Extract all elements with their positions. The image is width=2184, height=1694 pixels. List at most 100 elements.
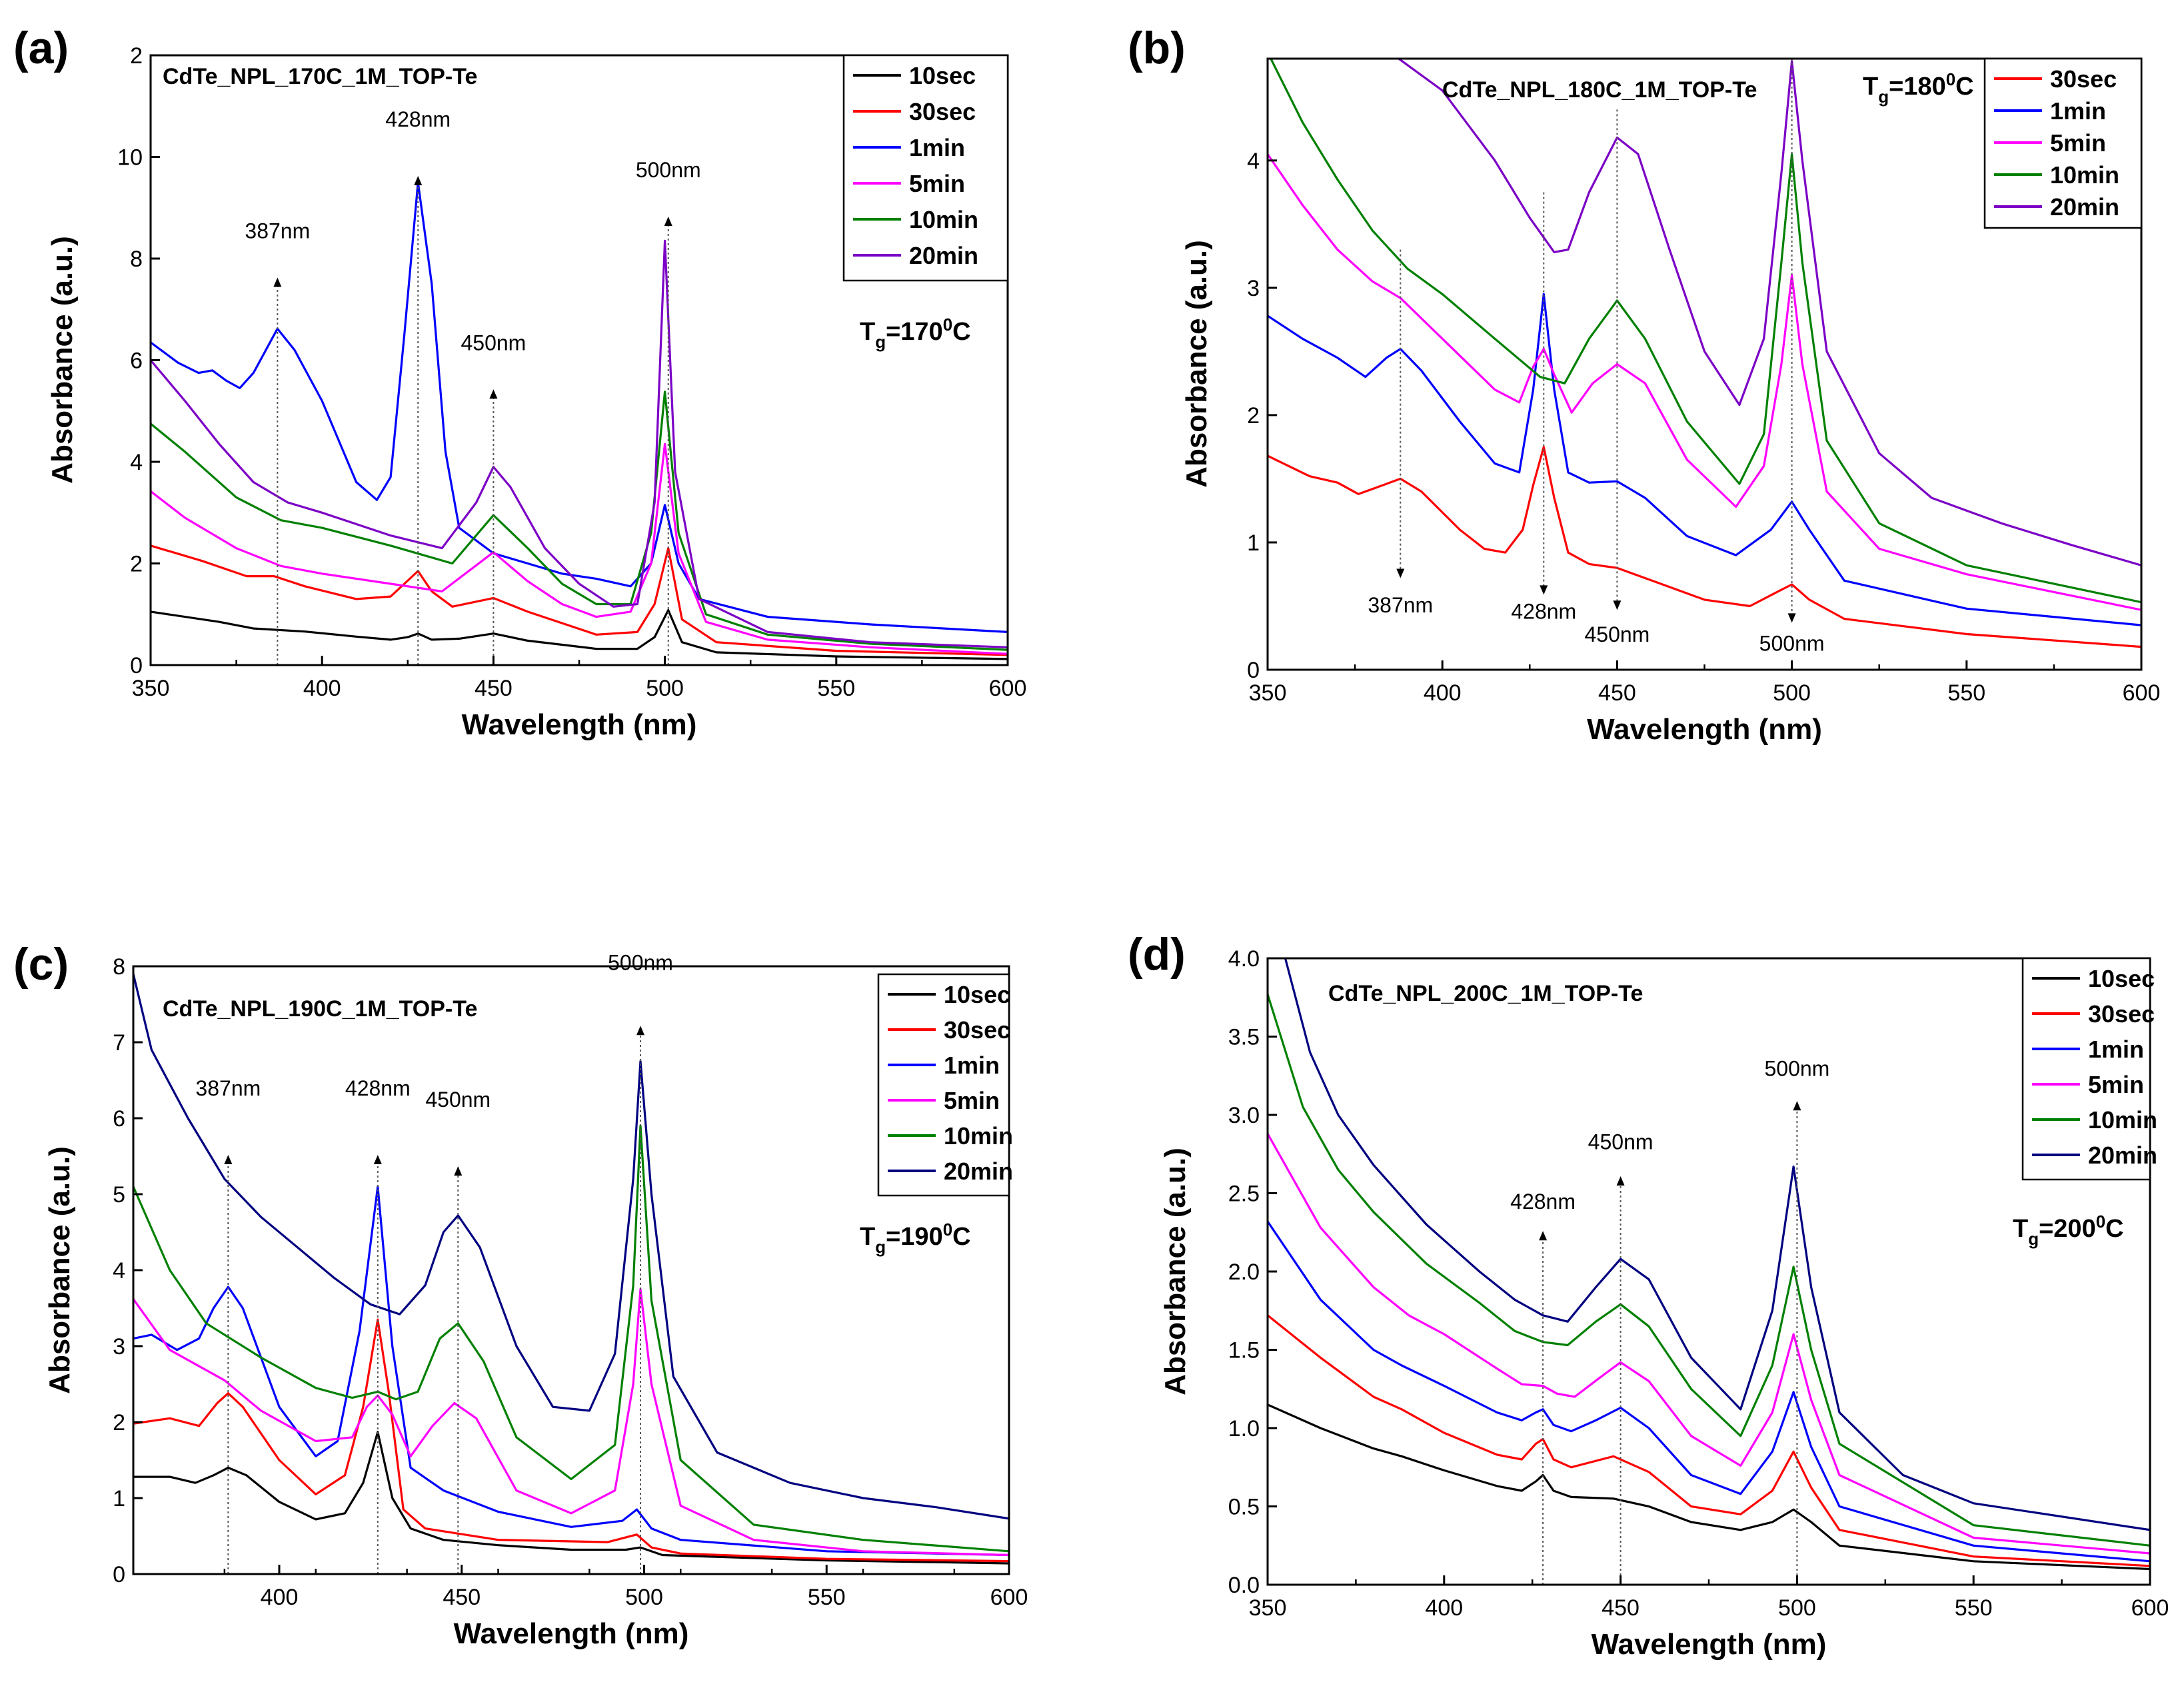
y-tick-label: 2.0 — [1228, 1260, 1260, 1285]
x-axis-title: Wavelength (nm) — [454, 1617, 689, 1650]
annotation-label-387nm: 387nm — [1368, 593, 1433, 617]
temperature-label: Tg=2000C — [2013, 1212, 2124, 1249]
annotation-arrow-387nm — [1396, 568, 1405, 578]
annotation-arrow-500nm — [664, 217, 672, 226]
legend-box — [2021, 957, 2151, 1181]
series-line-30sec — [1268, 1314, 2150, 1567]
legend-label-10min: 10min — [909, 206, 978, 233]
panel-letter: (c) — [13, 939, 69, 990]
x-tick-label: 500 — [646, 676, 684, 701]
annotation-label-428nm: 428nm — [1510, 1190, 1576, 1214]
annotation-arrow-387nm — [224, 1155, 233, 1164]
series-group — [151, 181, 1008, 660]
x-axis-title: Wavelength (nm) — [462, 708, 697, 741]
y-tick-label: 3.5 — [1228, 1025, 1260, 1050]
chart-title: CdTe_NPL_190C_1M_TOP-Te — [163, 996, 477, 1022]
legend-label-5min: 5min — [944, 1087, 1000, 1114]
x-tick-label: 450 — [443, 1585, 481, 1610]
series-line-10min — [1268, 994, 2150, 1547]
y-tick-label: 5 — [113, 1182, 125, 1208]
y-tick-label: 6 — [113, 1106, 125, 1132]
annotation-label-450nm: 450nm — [461, 331, 526, 355]
annotation-label-500nm: 500nm — [636, 158, 701, 182]
y-tick-label: 0.0 — [1228, 1573, 1260, 1598]
legend-label-1min: 1min — [944, 1052, 1000, 1079]
y-tick-label: 2 — [113, 1410, 125, 1435]
legend-label-20min: 20min — [2088, 1142, 2157, 1169]
y-tick-label: 2 — [1247, 403, 1260, 428]
x-tick-label: 400 — [1425, 1595, 1463, 1621]
series-line-10min — [151, 391, 1008, 651]
series-line-10sec — [133, 1431, 1009, 1565]
y-axis-title: Absorbance (a.u.) — [1159, 1148, 1192, 1395]
legend-label-30sec: 30sec — [944, 1016, 1010, 1044]
y-tick-label: 8 — [113, 954, 125, 980]
series-line-5min — [151, 442, 1008, 655]
annotation-arrow-450nm — [1613, 600, 1622, 610]
legend: 10sec 30sec 1min 5min 10min 20min — [2021, 957, 2157, 1181]
x-tick-label: 550 — [1955, 1595, 1993, 1621]
y-tick-label: 1 — [113, 1486, 125, 1511]
x-tick-label: 350 — [1249, 1595, 1287, 1621]
legend-label-20min: 20min — [944, 1158, 1013, 1185]
y-axis-title: Absorbance (a.u.) — [1180, 240, 1213, 488]
y-tick-label: 4 — [1247, 149, 1260, 174]
series-line-1min — [151, 181, 1008, 633]
annotation-arrow-387nm — [273, 277, 282, 287]
annotation-arrow-500nm — [636, 1026, 645, 1036]
chart-title: CdTe_NPL_170C_1M_TOP-Te — [163, 64, 477, 89]
annotation-label-387nm: 387nm — [245, 219, 310, 243]
annotation-arrow-450nm — [1616, 1176, 1625, 1186]
y-tick-label: 4.0 — [1228, 946, 1260, 972]
y-axis-title: Absorbance (a.u.) — [43, 1146, 76, 1394]
legend-label-1min: 1min — [2088, 1036, 2144, 1063]
series-line-5min — [133, 1287, 1009, 1557]
annotation-label-428nm: 428nm — [1511, 600, 1576, 624]
series-line-10sec — [151, 609, 1008, 660]
legend-label-10min: 10min — [944, 1122, 1013, 1150]
legend: 30sec 1min 5min 10min 20min — [1983, 57, 2143, 229]
x-tick-label: 600 — [989, 676, 1027, 701]
x-tick-label: 600 — [990, 1585, 1028, 1610]
legend-label-10sec: 10sec — [2088, 965, 2155, 992]
y-tick-label: 0 — [130, 653, 143, 678]
annotation-label-500nm: 500nm — [1759, 631, 1825, 655]
annotation-label-428nm: 428nm — [385, 107, 451, 131]
legend-label-10min: 10min — [2088, 1106, 2157, 1134]
series-line-10min — [1269, 59, 2141, 604]
legend-box — [877, 973, 1010, 1197]
series-line-1min — [1268, 1220, 2150, 1563]
y-tick-label: 1.5 — [1228, 1338, 1260, 1363]
y-tick-label: 4 — [130, 450, 143, 475]
annotation-label-500nm: 500nm — [608, 951, 673, 975]
legend-label-10sec: 10sec — [909, 62, 976, 89]
x-tick-label: 450 — [475, 676, 513, 701]
x-tick-label: 500 — [1773, 680, 1811, 706]
x-tick-label: 500 — [625, 1585, 663, 1610]
y-axis-title: Absorbance (a.u.) — [46, 236, 79, 484]
x-tick-label: 400 — [1424, 680, 1462, 706]
legend: 10sec 30sec 1min 5min 10min 20min — [842, 54, 1009, 282]
x-tick-label: 600 — [2123, 680, 2161, 706]
series-line-20min — [1284, 958, 2150, 1531]
legend-label-30sec: 30sec — [909, 98, 976, 125]
temperature-label: Tg=1800C — [1863, 69, 1974, 107]
y-tick-label: 1.0 — [1228, 1416, 1260, 1441]
chart-panel-4: (d) 428nm 450nm 500nm 350 400 450 500 550 600 0.0 0… — [1128, 929, 2169, 1661]
legend-label-5min: 5min — [2050, 129, 2106, 157]
series-line-20min — [1396, 59, 2141, 566]
x-tick-label: 400 — [303, 676, 341, 701]
series-line-5min — [1268, 1133, 2150, 1555]
y-tick-label: 3 — [113, 1334, 125, 1359]
chart-panel-3: (c) 387nm 428nm 450nm 500nm 400 450 500 550 600 0 1… — [13, 939, 1028, 1650]
x-tick-label: 550 — [808, 1585, 846, 1610]
annotation-arrow-500nm — [1787, 613, 1796, 623]
x-tick-label: 400 — [261, 1585, 299, 1610]
chart-panel-2: (b) 387nm 428nm 450nm 500nm 350 400 450 500 550 60… — [1128, 23, 2160, 746]
panel-letter: (d) — [1128, 929, 1186, 980]
annotation-label-450nm: 450nm — [1584, 622, 1649, 646]
y-tick-label: 2 — [130, 43, 143, 69]
x-tick-label: 500 — [1778, 1595, 1816, 1621]
